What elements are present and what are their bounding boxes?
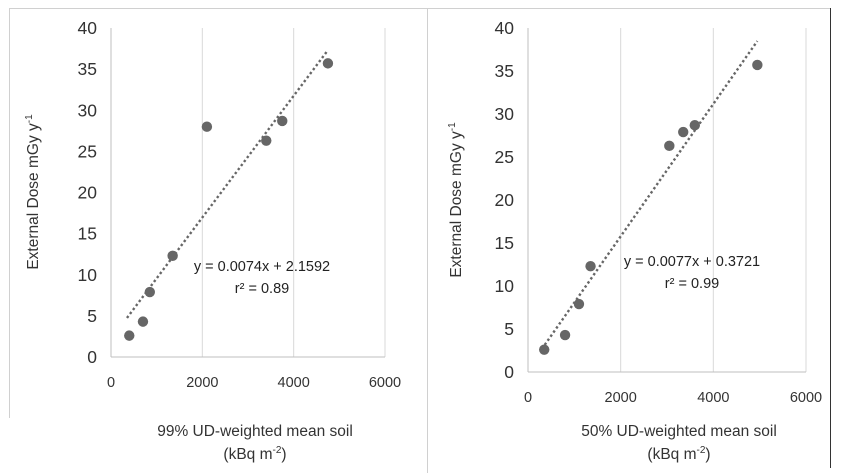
data-point — [322, 58, 334, 69]
y-tick-label: 5 — [504, 319, 514, 339]
x-tick-label: 2000 — [186, 375, 218, 391]
chart-panel-right: 0 5 10 15 20 25 30 35 40 0 2000 4000 6000 External Do… — [424, 0, 846, 473]
y-tick-label: 15 — [78, 224, 97, 244]
y-tick-label: 30 — [78, 100, 98, 120]
data-point — [689, 119, 700, 131]
y-tick-label: 35 — [495, 61, 514, 81]
x-axis-label-line1: 50% UD-weighted mean soil — [581, 423, 777, 440]
y-tick-label: 20 — [78, 183, 98, 203]
y-tick-label: 25 — [495, 147, 514, 167]
panel-border-top — [9, 8, 831, 9]
data-point — [573, 298, 585, 310]
data-point — [261, 135, 272, 146]
data-point — [201, 121, 213, 132]
data-point — [752, 59, 763, 71]
y-tick-label: 10 — [495, 276, 515, 296]
y-tick-label: 0 — [504, 362, 514, 382]
x-tick-label: 0 — [107, 375, 115, 391]
data-point — [559, 329, 571, 341]
scatter-chart-left: 0 5 10 15 20 25 30 35 40 0 2000 4000 6000 External Do… — [24, 18, 401, 391]
chart-panel-left: 0 5 10 15 20 25 30 35 40 0 2000 4000 6000 External Do… — [24, 18, 401, 463]
y-tick-label: 20 — [495, 190, 515, 210]
r-squared-label: r² = 0.99 — [665, 276, 719, 292]
data-point — [137, 316, 149, 327]
y-axis-label: External Dose mGy y-1 — [447, 122, 465, 278]
data-point — [585, 261, 596, 272]
x-axis-label-line1: 99% UD-weighted mean soil — [157, 423, 353, 440]
y-tick-label: 0 — [87, 347, 97, 367]
x-axis-label-line2: (kBq m-2) — [223, 445, 287, 464]
x-tick-label: 6000 — [369, 375, 401, 391]
x-tick-label: 4000 — [278, 375, 310, 391]
y-tick-label: 10 — [78, 265, 98, 285]
data-point — [664, 140, 675, 152]
panel-border-right — [830, 8, 831, 468]
panel-divider — [427, 8, 428, 473]
data-point — [277, 115, 288, 127]
y-tick-label: 5 — [87, 306, 97, 326]
data-point — [539, 344, 550, 355]
y-tick-label: 40 — [495, 18, 515, 38]
y-tick-label: 35 — [78, 59, 97, 79]
x-axis-label-right: 50% UD-weighted mean soil (kBq m-2) — [479, 422, 846, 464]
data-point — [124, 330, 135, 341]
y-axis-label: External Dose mGy y-1 — [24, 114, 42, 270]
trendline-equation: y = 0.0077x + 0.3721 — [624, 254, 760, 270]
data-point — [144, 286, 156, 298]
trendline-equation: y = 0.0074x + 2.1592 — [194, 259, 330, 275]
y-tick-label: 25 — [78, 141, 97, 161]
x-tick-label: 6000 — [790, 390, 822, 406]
x-tick-label: 0 — [524, 390, 532, 406]
x-tick-label: 2000 — [605, 390, 637, 406]
x-tick-label: 4000 — [697, 390, 729, 406]
data-point — [678, 126, 689, 138]
y-tick-label: 15 — [495, 233, 514, 253]
y-tick-label: 30 — [495, 104, 515, 124]
trendline — [126, 49, 329, 319]
panel-border-left — [9, 8, 10, 418]
data-point — [167, 250, 178, 262]
scatter-chart-right: 0 5 10 15 20 25 30 35 40 0 2000 4000 6000 External Do… — [447, 18, 822, 406]
r-squared-label: r² = 0.89 — [235, 281, 289, 297]
x-axis-label-line2: (kBq m-2) — [647, 445, 711, 464]
x-axis-label-left: 99% UD-weighted mean soil (kBq m-2) — [60, 422, 450, 464]
y-tick-label: 40 — [78, 18, 98, 38]
